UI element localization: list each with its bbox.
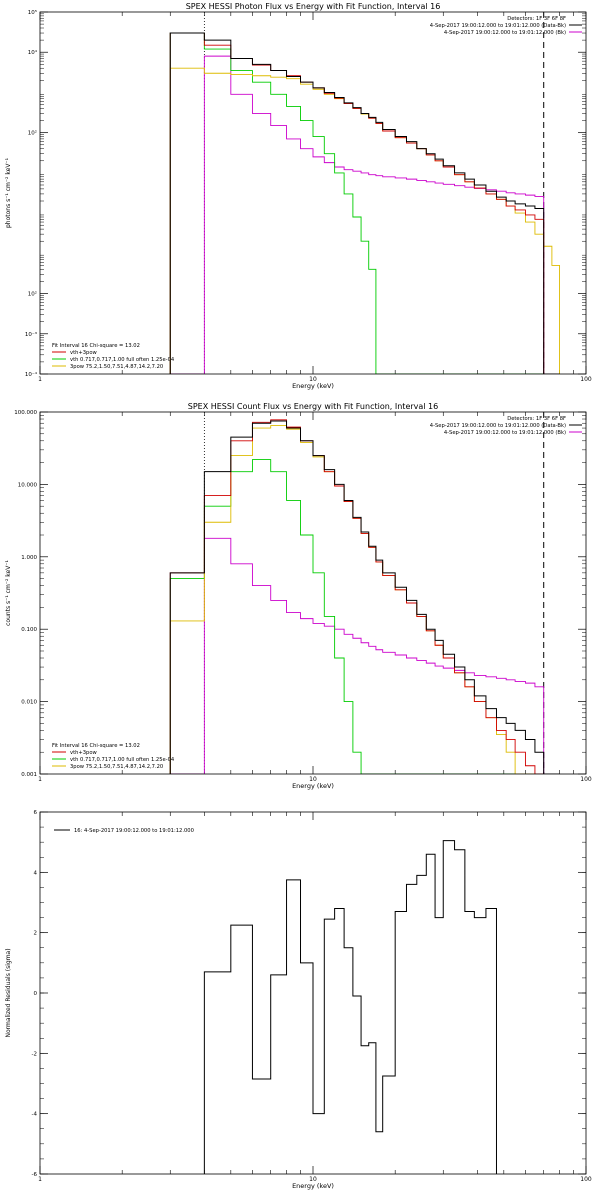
photon-legend-right-entry: 4-Sep-2017 19:00:12.000 to 19:01:12.000 … bbox=[444, 30, 566, 36]
count-legend-left-entry: Fit Interval 16 Chi-square = 13.02 bbox=[52, 743, 140, 749]
count-ytick-label: 1.000 bbox=[21, 555, 37, 561]
residuals-ytick-label: 4 bbox=[34, 870, 38, 876]
residuals-legend-left-entry: 16: 4-Sep-2017 19:00:12.000 to 19:01:12.… bbox=[74, 828, 194, 834]
count-series-thermal bbox=[169, 459, 560, 774]
photon-series-background bbox=[170, 55, 560, 374]
photon-series-total bbox=[169, 32, 560, 374]
count-series-powerlaw bbox=[169, 425, 560, 774]
residuals-x-minor-ticks bbox=[121, 812, 574, 1174]
residuals-chart: Energy (keV) Normalized Residuals (sigma)… bbox=[5, 810, 592, 1190]
residuals-ytick-label: 0 bbox=[34, 991, 38, 997]
count-legend-right-entry: 4-Sep-2017 19:00:12.000 to 19:01:12.000 … bbox=[444, 430, 566, 436]
residuals-ytick-label: -2 bbox=[32, 1051, 37, 1057]
residuals-ytick-label: 6 bbox=[34, 810, 38, 816]
residuals-series-data bbox=[203, 840, 497, 1174]
count-ylabel: counts s⁻¹ cm⁻² keV⁻¹ bbox=[5, 560, 12, 626]
count-series-background bbox=[170, 537, 560, 774]
count-y-minor-ticks bbox=[40, 415, 586, 753]
count-title: SPEX HESSI Count Flux vs Energy with Fit… bbox=[188, 402, 439, 411]
count-ytick-label: 100.000 bbox=[14, 410, 37, 416]
count-legend-left-entry: vth+3pow bbox=[70, 750, 98, 756]
residuals-ytick-label: 2 bbox=[34, 931, 38, 937]
photon-ylabel: photons s⁻¹ cm⁻² keV⁻¹ bbox=[5, 157, 12, 228]
count-xtick-label: 10 bbox=[309, 776, 317, 783]
count-legend-right-entry: 4-Sep-2017 19:00:12.000 to 19:01:12.000 … bbox=[430, 423, 566, 429]
residuals-xtick-label: 1 bbox=[38, 1176, 42, 1183]
residuals-plot-frame bbox=[39, 811, 587, 1175]
residuals-ytick-label: -6 bbox=[32, 1172, 38, 1178]
count-series-total bbox=[169, 419, 560, 774]
count-plot-frame bbox=[39, 411, 587, 775]
photon-title: SPEX HESSI Photon Flux vs Energy with Fi… bbox=[186, 2, 441, 11]
photon-series-powerlaw bbox=[169, 67, 560, 374]
photon-ytick-label: 10² bbox=[28, 130, 37, 137]
photon-ytick-label: 10² bbox=[28, 291, 37, 298]
photon-legend-right-entry: 4-Sep-2017 19:00:12.000 to 19:01:12.000 … bbox=[430, 23, 566, 29]
count-legend-left-entry: 3pow 75.2,1.50,7.51,4.87,14.2,7.20 bbox=[70, 764, 163, 770]
count-legend-right-entry: Detectors: 1F 3F 6F 8F bbox=[507, 416, 566, 422]
residuals-xtick-label: 10 bbox=[309, 1176, 317, 1183]
photon-xtick-label: 100 bbox=[580, 376, 592, 383]
photon-xtick-label: 10 bbox=[309, 376, 317, 383]
photon-legend-left-entry: vth 0.717,0.717,1.00 full often 1.25e-04 bbox=[70, 357, 175, 363]
photon-y-minor-ticks bbox=[40, 13, 586, 363]
count-chart: SPEX HESSI Count Flux vs Energy with Fit… bbox=[5, 402, 592, 790]
photon-ytick-label: 10⁻⁴ bbox=[25, 371, 38, 378]
photon-ytick-label: 10⁴ bbox=[28, 49, 38, 56]
photon-legend-right-entry: Detectors: 1F 3F 6F 8F bbox=[507, 16, 566, 22]
photon-ytick-label: 10⁵ bbox=[28, 9, 37, 16]
photon-legend-left-entry: 3pow 75.2,1.50,7.51,4.87,14.2,7.20 bbox=[70, 364, 163, 370]
count-ytick-label: 0.010 bbox=[21, 700, 37, 706]
photon-series-thermal bbox=[169, 32, 560, 374]
photon-xtick-label: 1 bbox=[38, 376, 42, 383]
count-xtick-label: 100 bbox=[580, 776, 592, 783]
photon-legend-left-entry: vth+3pow bbox=[70, 350, 98, 356]
count-ytick-label: 10.000 bbox=[18, 482, 38, 488]
residuals-ytick-label: -4 bbox=[32, 1112, 38, 1118]
photon-plot-frame bbox=[39, 11, 587, 375]
residuals-xlabel: Energy (keV) bbox=[292, 1182, 334, 1190]
photon-legend-left-entry: Fit Interval 16 Chi-square = 13.02 bbox=[52, 343, 140, 349]
residuals-ylabel: Normalized Residuals (sigma) bbox=[5, 948, 12, 1037]
count-xtick-label: 1 bbox=[38, 776, 42, 783]
photon-chart: SPEX HESSI Photon Flux vs Energy with Fi… bbox=[5, 2, 592, 390]
count-series-data bbox=[169, 420, 560, 774]
residuals-xtick-label: 100 bbox=[580, 1176, 592, 1183]
photon-ytick-label: 10⁻³ bbox=[25, 331, 37, 338]
count-ytick-label: 0.001 bbox=[21, 772, 37, 778]
photon-xlabel: Energy (keV) bbox=[292, 382, 334, 390]
count-xlabel: Energy (keV) bbox=[292, 782, 334, 790]
count-ytick-label: 0.100 bbox=[21, 627, 37, 633]
photon-series-data bbox=[169, 32, 560, 374]
count-legend-left-entry: vth 0.717,0.717,1.00 full often 1.25e-04 bbox=[70, 757, 175, 763]
